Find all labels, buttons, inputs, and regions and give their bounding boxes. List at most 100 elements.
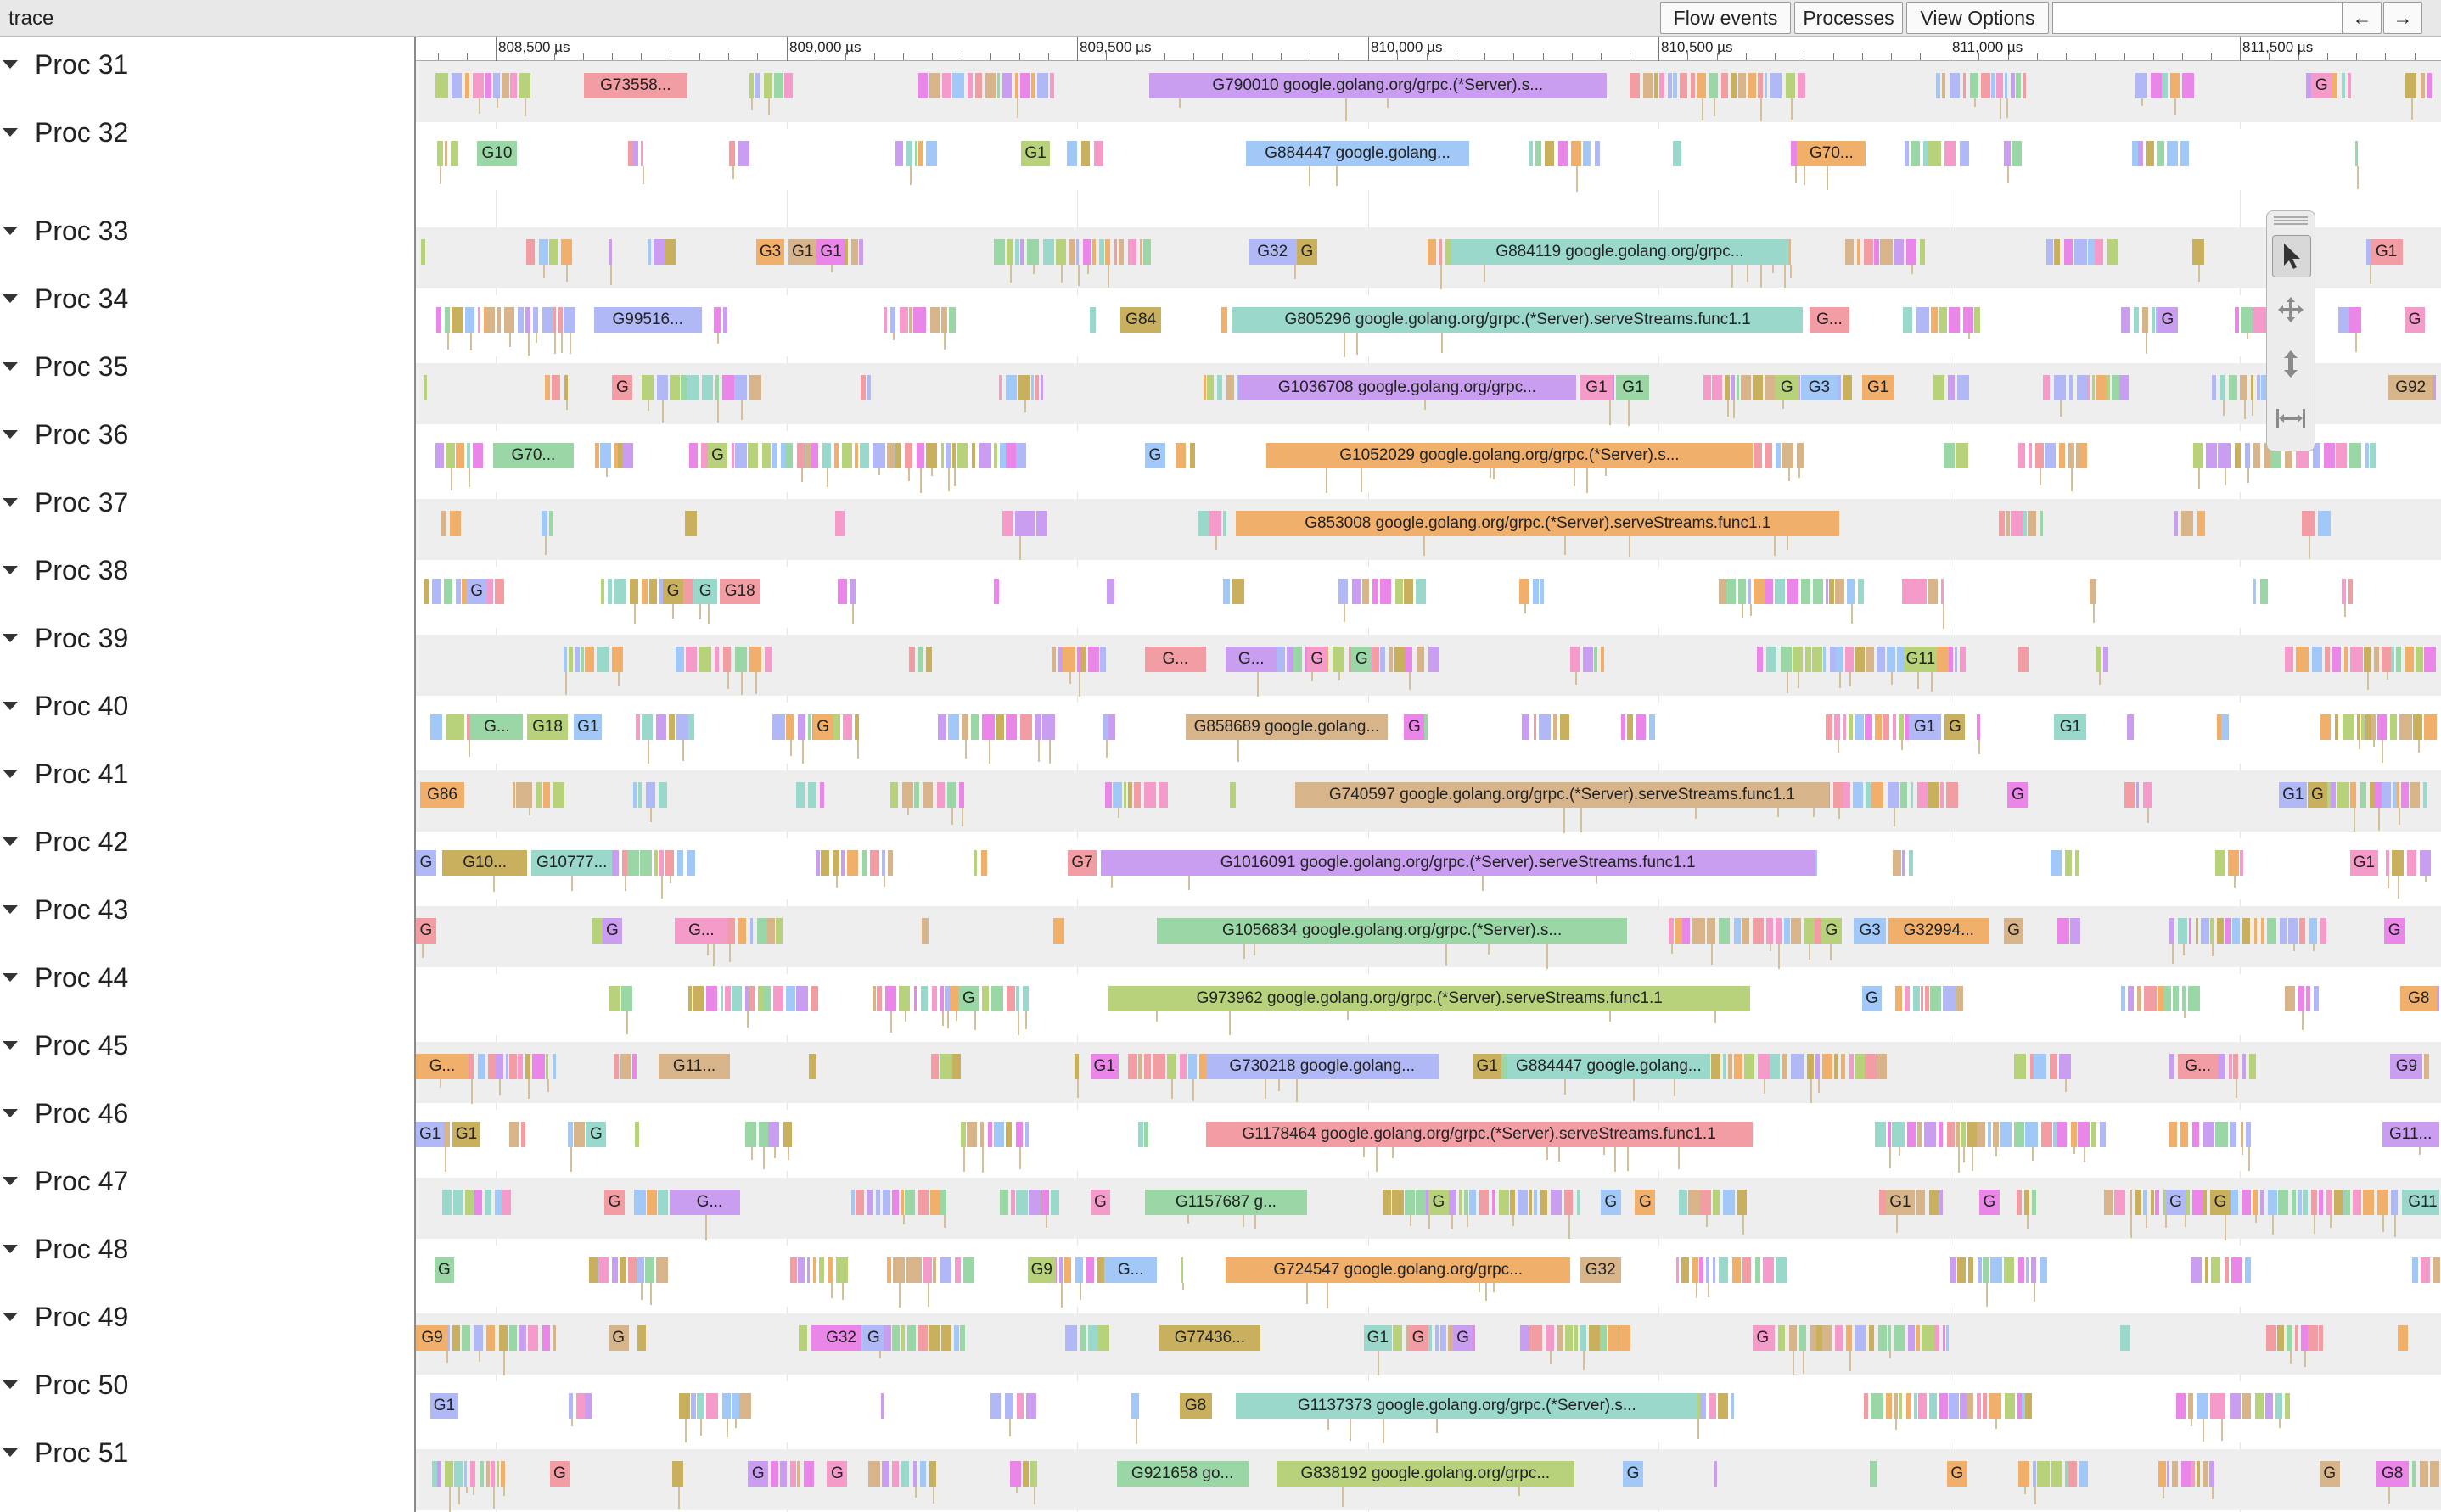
goroutine-slice[interactable] [2306, 73, 2312, 98]
goroutine-slice[interactable] [913, 1461, 917, 1487]
goroutine-slice[interactable] [627, 1257, 637, 1283]
goroutine-slice[interactable] [996, 73, 1000, 98]
goroutine-slice[interactable] [771, 1461, 779, 1487]
goroutine-slice[interactable] [453, 1190, 464, 1215]
goroutine-slice[interactable] [1692, 918, 1705, 944]
goroutine-slice[interactable]: G740597 google.golang.org/grpc.(*Server)… [1294, 782, 1830, 808]
goroutine-slice[interactable] [1042, 239, 1054, 265]
goroutine-slice[interactable] [681, 375, 687, 400]
expand-triangle-icon[interactable] [3, 128, 18, 137]
goroutine-slice[interactable] [1080, 141, 1090, 166]
goroutine-slice[interactable] [1372, 579, 1379, 604]
goroutine-slice[interactable] [2188, 986, 2200, 1011]
goroutine-slice[interactable] [568, 647, 574, 672]
goroutine-slice[interactable]: G [748, 1461, 769, 1487]
goroutine-slice[interactable] [2395, 647, 2401, 672]
goroutine-slice[interactable] [993, 239, 1006, 265]
goroutine-slice[interactable] [1917, 1122, 1922, 1147]
process-label[interactable]: Proc 36 [0, 417, 128, 451]
goroutine-slice[interactable] [452, 1325, 461, 1351]
goroutine-slice[interactable] [2190, 1257, 2203, 1283]
goroutine-slice[interactable] [2005, 73, 2008, 98]
goroutine-slice[interactable] [1906, 1122, 1916, 1147]
goroutine-slice[interactable] [2244, 443, 2250, 468]
goroutine-slice[interactable]: G11 [2406, 1190, 2439, 1215]
goroutine-slice[interactable] [1936, 73, 1940, 98]
goroutine-slice[interactable] [1855, 1054, 1865, 1079]
process-label[interactable]: Proc 32 [0, 115, 128, 149]
goroutine-slice[interactable]: G [1428, 1190, 1449, 1215]
goroutine-slice[interactable] [609, 986, 621, 1011]
goroutine-slice[interactable] [658, 850, 664, 876]
goroutine-slice[interactable] [1887, 1325, 1891, 1351]
goroutine-slice[interactable] [722, 647, 732, 672]
goroutine-slice[interactable] [1782, 1054, 1788, 1079]
goroutine-slice[interactable] [1380, 647, 1386, 672]
goroutine-slice[interactable] [1870, 1393, 1883, 1419]
goroutine-slice[interactable] [1534, 1190, 1537, 1215]
goroutine-slice[interactable] [1220, 307, 1228, 333]
goroutine-slice[interactable] [892, 1325, 901, 1351]
goroutine-slice[interactable] [804, 1461, 815, 1487]
goroutine-slice[interactable] [2025, 1122, 2038, 1147]
goroutine-slice[interactable] [2337, 307, 2349, 333]
goroutine-slice[interactable] [1217, 375, 1222, 400]
expand-triangle-icon[interactable] [3, 1313, 18, 1321]
goroutine-slice[interactable] [1030, 375, 1034, 400]
goroutine-slice[interactable] [867, 1190, 873, 1215]
goroutine-slice[interactable] [2102, 647, 2109, 672]
goroutine-slice[interactable]: G1 [574, 714, 603, 740]
goroutine-slice[interactable] [532, 307, 538, 333]
goroutine-slice[interactable] [1863, 1393, 1868, 1419]
goroutine-slice[interactable] [1006, 375, 1017, 400]
goroutine-slice[interactable] [738, 141, 749, 166]
goroutine-slice[interactable] [1464, 1190, 1469, 1215]
goroutine-slice[interactable] [1903, 307, 1913, 333]
goroutine-slice[interactable] [990, 1393, 1001, 1419]
goroutine-slice[interactable] [1557, 1325, 1563, 1351]
goroutine-slice[interactable] [923, 1257, 932, 1283]
back-arrow-button[interactable]: ← [2343, 2, 2382, 34]
goroutine-slice[interactable]: G [1404, 714, 1425, 740]
goroutine-slice[interactable] [2057, 1122, 2068, 1147]
goroutine-slice[interactable] [501, 1461, 506, 1487]
goroutine-slice[interactable] [1790, 918, 1802, 944]
expand-triangle-icon[interactable] [3, 1245, 18, 1253]
goroutine-slice[interactable] [1877, 1325, 1887, 1351]
goroutine-slice[interactable] [1931, 307, 1939, 333]
goroutine-slice[interactable] [2171, 1461, 2179, 1487]
goroutine-slice[interactable] [1118, 239, 1124, 265]
goroutine-slice[interactable] [749, 986, 755, 1011]
goroutine-slice[interactable] [749, 918, 754, 944]
goroutine-slice[interactable] [2227, 850, 2240, 876]
goroutine-slice[interactable] [1990, 73, 1995, 98]
goroutine-slice[interactable] [2253, 307, 2266, 333]
goroutine-slice[interactable] [1529, 1325, 1542, 1351]
goroutine-slice[interactable] [1969, 73, 1979, 98]
goroutine-slice[interactable] [841, 850, 845, 876]
goroutine-slice[interactable] [2260, 579, 2268, 604]
goroutine-slice[interactable] [1892, 1122, 1905, 1147]
process-label[interactable]: Proc 51 [0, 1436, 128, 1470]
goroutine-slice[interactable] [956, 443, 968, 468]
goroutine-slice[interactable] [1139, 239, 1143, 265]
goroutine-slice[interactable] [620, 1257, 627, 1283]
goroutine-slice[interactable] [1770, 1054, 1781, 1079]
goroutine-slice[interactable] [1866, 782, 1871, 808]
goroutine-slice[interactable] [1521, 714, 1529, 740]
goroutine-slice[interactable] [1916, 307, 1929, 333]
goroutine-slice[interactable] [2135, 1190, 2142, 1215]
goroutine-slice[interactable]: G [1090, 1190, 1111, 1215]
goroutine-slice[interactable] [2299, 918, 2306, 944]
goroutine-slice[interactable] [940, 443, 945, 468]
goroutine-slice[interactable] [2096, 375, 2106, 400]
goroutine-slice[interactable] [2267, 918, 2276, 944]
goroutine-slice[interactable] [2087, 239, 2095, 265]
goroutine-slice[interactable] [974, 73, 982, 98]
goroutine-slice[interactable] [1681, 1257, 1689, 1283]
goroutine-slice[interactable] [1499, 1190, 1510, 1215]
goroutine-slice[interactable]: G73558... [584, 73, 687, 98]
goroutine-slice[interactable] [2079, 1461, 2089, 1487]
goroutine-slice[interactable] [517, 307, 524, 333]
time-ruler[interactable]: 808,500 µs 809,000 µs 809,500 µs 810,000 µs… [416, 37, 2441, 61]
